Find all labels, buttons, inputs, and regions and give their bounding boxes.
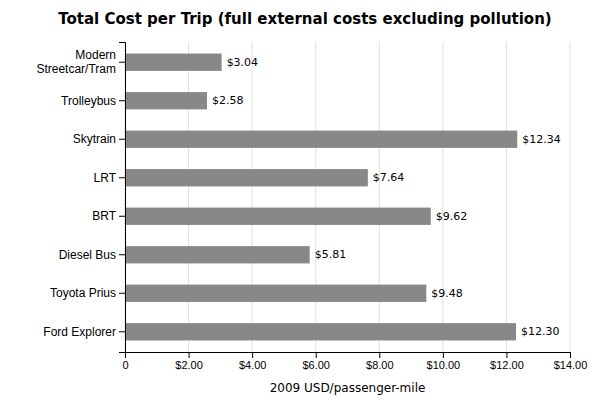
x-tick-mark [189, 352, 190, 358]
data-label: $3.04 [227, 56, 259, 69]
plot: 0 $2.00 $4.00 $6.00 $8.00 $10.00 $12.00 $14.00 F… [36, 42, 587, 395]
y-tick-label-line: BRT [92, 209, 116, 223]
x-tick-label: $14.00 [554, 359, 588, 371]
y-tick: Toyota Prius [50, 286, 125, 300]
bar [125, 131, 517, 148]
y-tick-label: Skytrain [73, 132, 116, 146]
x-tick-mark [570, 352, 571, 358]
grid-line [188, 42, 189, 352]
y-tick-label: Ford Explorer [43, 325, 116, 339]
title: Total Cost per Trip (full external costs… [58, 10, 551, 28]
y-tick-mark [119, 100, 125, 101]
y-tick: Skytrain [73, 132, 125, 146]
grid-line [379, 42, 380, 352]
y-tick-label-line: Modern [75, 48, 116, 62]
x-tick-mark [443, 352, 444, 358]
bar [125, 92, 207, 109]
bar [125, 285, 426, 302]
y-tick: Ford Explorer [43, 325, 125, 339]
x-tick: $10.00 [427, 352, 461, 371]
data-label: $12.34 [522, 133, 561, 146]
y-tick-label: BRT [92, 209, 116, 223]
x-tick: $12.00 [490, 352, 524, 371]
grid-line [442, 42, 443, 352]
grid-line [506, 42, 507, 352]
x-tick-label: 0 [122, 359, 128, 371]
chart: Total Cost per Trip (full external costs… [0, 0, 610, 404]
y-tick-mark [119, 331, 125, 332]
data-label: $12.30 [521, 325, 560, 338]
x-tick-label: $4.00 [239, 359, 267, 371]
y-tick: BRT [92, 209, 125, 223]
y-tick-mark [119, 177, 125, 178]
x-tick: $2.00 [175, 352, 203, 371]
x-tick-label: $8.00 [366, 359, 394, 371]
x-axis-line [126, 353, 571, 359]
x-tick: $8.00 [366, 352, 394, 371]
y-tick-label: ModernStreetcar/Tram [36, 48, 116, 76]
data-label: $9.62 [436, 210, 468, 223]
y-tick-mark [119, 216, 125, 217]
x-tick-label: $10.00 [427, 359, 461, 371]
y-tick: Trolleybus [61, 94, 125, 108]
grid-line [570, 42, 571, 352]
y-tick-label-line: Ford Explorer [43, 325, 116, 339]
y-tick-mark [119, 293, 125, 294]
x-axis: 0 $2.00 $4.00 $6.00 $8.00 $10.00 $12.00 $14.00 [122, 352, 587, 371]
x-tick-label: $2.00 [175, 359, 203, 371]
data-label: $7.64 [373, 171, 405, 184]
bar [125, 323, 516, 340]
y-tick-label-line: LRT [94, 171, 117, 185]
y-axis: Ford Explorer Toyota Prius Diesel Bus BRT LR… [36, 43, 125, 353]
x-tick: 0 [122, 352, 128, 371]
bar [125, 208, 431, 225]
data-label: $2.58 [212, 94, 244, 107]
grid-line [315, 42, 316, 352]
x-tick: $6.00 [302, 352, 330, 371]
y-tick-mark [119, 254, 125, 255]
y-tick: LRT [94, 171, 125, 185]
y-tick-label-line: Skytrain [73, 132, 116, 146]
x-tick-mark [316, 352, 317, 358]
y-tick-label-line: Toyota Prius [50, 286, 116, 300]
y-tick-label: LRT [94, 171, 117, 185]
y-tick-label-line: Streetcar/Tram [36, 62, 116, 76]
y-tick-label: Diesel Bus [59, 248, 116, 262]
y-tick-label-line: Trolleybus [61, 94, 116, 108]
bar [125, 246, 310, 263]
grid [125, 42, 570, 352]
x-tick-mark [379, 352, 380, 358]
y-tick: ModernStreetcar/Tram [36, 48, 125, 76]
x-tick: $4.00 [239, 352, 267, 371]
y-tick-label: Toyota Prius [50, 286, 116, 300]
y-tick-mark [119, 62, 125, 63]
grid-line [252, 42, 253, 352]
x-tick-mark [252, 352, 253, 358]
bar [125, 169, 368, 186]
bars [125, 54, 517, 341]
x-tick-label: $6.00 [302, 359, 330, 371]
x-tick-label: $12.00 [490, 359, 524, 371]
y-axis-line [119, 43, 126, 353]
data-label: $9.48 [431, 287, 463, 300]
bar [125, 54, 222, 71]
data-label: $5.81 [315, 248, 347, 261]
y-tick-label: Trolleybus [61, 94, 116, 108]
y-tick-mark [119, 139, 125, 140]
y-tick-label-line: Diesel Bus [59, 248, 116, 262]
x-tick-mark [506, 352, 507, 358]
x-axis-title: 2009 USD/passenger-mile [270, 381, 426, 395]
x-tick: $14.00 [554, 352, 588, 371]
data-labels: $12.30 $9.48 $5.81 $9.62 $7.64 $12.34 $2.58 $3.… [212, 56, 561, 339]
y-tick: Diesel Bus [59, 248, 125, 262]
